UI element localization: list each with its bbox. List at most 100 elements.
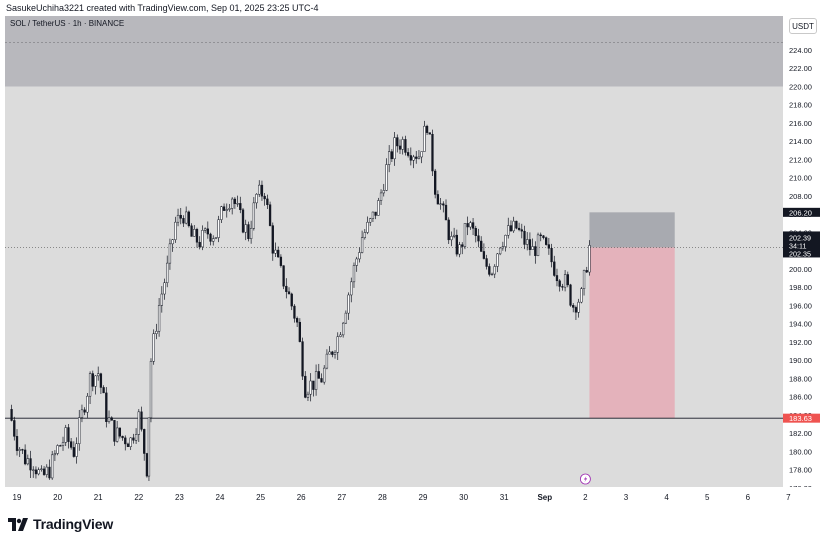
candle-body — [298, 321, 301, 342]
candle-body — [67, 427, 70, 442]
candle-body — [425, 125, 429, 133]
candle-body — [420, 151, 423, 158]
candle-body — [34, 469, 38, 475]
resistance-zone[interactable] — [5, 16, 783, 87]
candle-body — [137, 411, 140, 435]
candle-body — [279, 256, 283, 266]
candle-body — [187, 211, 191, 227]
y-tick-label: 190.00 — [789, 356, 812, 365]
y-tick-label: 222.00 — [789, 64, 812, 73]
footer-logo[interactable]: TradingView — [8, 515, 113, 533]
target-price-badge: 206.20 — [789, 208, 812, 217]
target-box[interactable] — [589, 212, 675, 248]
candle-body — [385, 164, 388, 191]
candle-body — [244, 224, 247, 233]
candle-body — [358, 252, 361, 260]
candle-body — [225, 209, 228, 211]
candle-body — [228, 208, 231, 210]
candle-body — [463, 223, 467, 247]
candle-body — [40, 468, 43, 470]
candle-body — [10, 409, 13, 421]
candle-body — [555, 275, 559, 282]
candle-body — [48, 466, 51, 479]
candle-body — [78, 417, 81, 444]
candle-body — [21, 449, 24, 451]
candle-body — [471, 222, 475, 229]
candle-body — [423, 125, 426, 152]
candle-body — [509, 225, 513, 232]
candle-body — [428, 132, 431, 135]
price-chart[interactable]: 224.00 222.00 220.00 218.00 216.00 214.00 212.… — [5, 16, 820, 505]
candle-body — [523, 230, 526, 245]
candle-body — [550, 248, 553, 263]
candle-body — [171, 239, 174, 245]
x-tick-label: 25 — [256, 493, 265, 502]
y-tick-label: 186.00 — [789, 393, 812, 402]
candle-body — [390, 151, 394, 160]
candle-body — [344, 312, 348, 324]
candle-body — [388, 151, 391, 165]
candle-body — [566, 274, 569, 286]
candle-body — [80, 409, 84, 418]
candle-body — [64, 427, 67, 443]
candle-body — [155, 330, 158, 334]
candle-body — [520, 229, 523, 232]
candle-body — [37, 469, 40, 475]
candle-body — [198, 241, 201, 248]
candle-body — [314, 371, 318, 390]
candle-body — [547, 244, 551, 249]
candle-body — [393, 137, 396, 160]
candle-body — [352, 265, 356, 283]
price-scale[interactable] — [783, 16, 820, 505]
candle-body — [466, 223, 469, 228]
candle-body — [396, 137, 399, 147]
candle-body — [236, 203, 239, 205]
candle-body — [86, 395, 89, 413]
candle-body — [415, 156, 418, 159]
candle-body — [249, 228, 253, 239]
y-tick-label: 182.00 — [789, 429, 812, 438]
candle-body — [107, 417, 111, 422]
candle-body — [201, 230, 204, 248]
candle-body — [53, 453, 57, 456]
candle-body — [436, 194, 440, 205]
candle-body — [176, 214, 180, 223]
candle-body — [287, 291, 291, 295]
candle-body — [129, 437, 132, 447]
time-scale[interactable] — [5, 487, 820, 505]
candle-body — [255, 193, 258, 204]
candle-body — [266, 198, 269, 205]
candle-body — [317, 371, 320, 379]
candle-body — [285, 285, 288, 292]
candle-body — [563, 274, 567, 288]
candle-body — [461, 244, 464, 247]
candle-body — [409, 155, 412, 161]
candle-body — [347, 294, 350, 314]
candle-body — [94, 375, 97, 387]
candle-body — [588, 245, 591, 273]
candle-body — [268, 204, 272, 226]
candle-body — [531, 246, 534, 250]
candle-body — [355, 258, 358, 266]
y-tick-label: 196.00 — [789, 301, 812, 310]
candle-body — [295, 318, 299, 323]
y-tick-label: 198.00 — [789, 283, 812, 292]
candle-body — [301, 341, 304, 377]
candle-body — [431, 133, 434, 172]
candle-body — [477, 235, 480, 242]
stop-box[interactable] — [589, 247, 675, 419]
candle-body — [118, 427, 122, 437]
x-tick-label: 22 — [134, 493, 143, 502]
candle-body — [217, 219, 220, 238]
candle-body — [498, 247, 502, 255]
candle-body — [126, 443, 130, 447]
current-price-badge-bg — [783, 231, 820, 258]
candle-body — [374, 211, 377, 216]
candle-body — [512, 220, 515, 232]
candle-body — [582, 270, 586, 289]
x-tick-label: 5 — [705, 493, 710, 502]
x-tick-label: 4 — [664, 493, 669, 502]
currency-button[interactable]: USDT — [789, 18, 817, 34]
candle-body — [97, 373, 100, 377]
candle-body — [572, 305, 575, 308]
